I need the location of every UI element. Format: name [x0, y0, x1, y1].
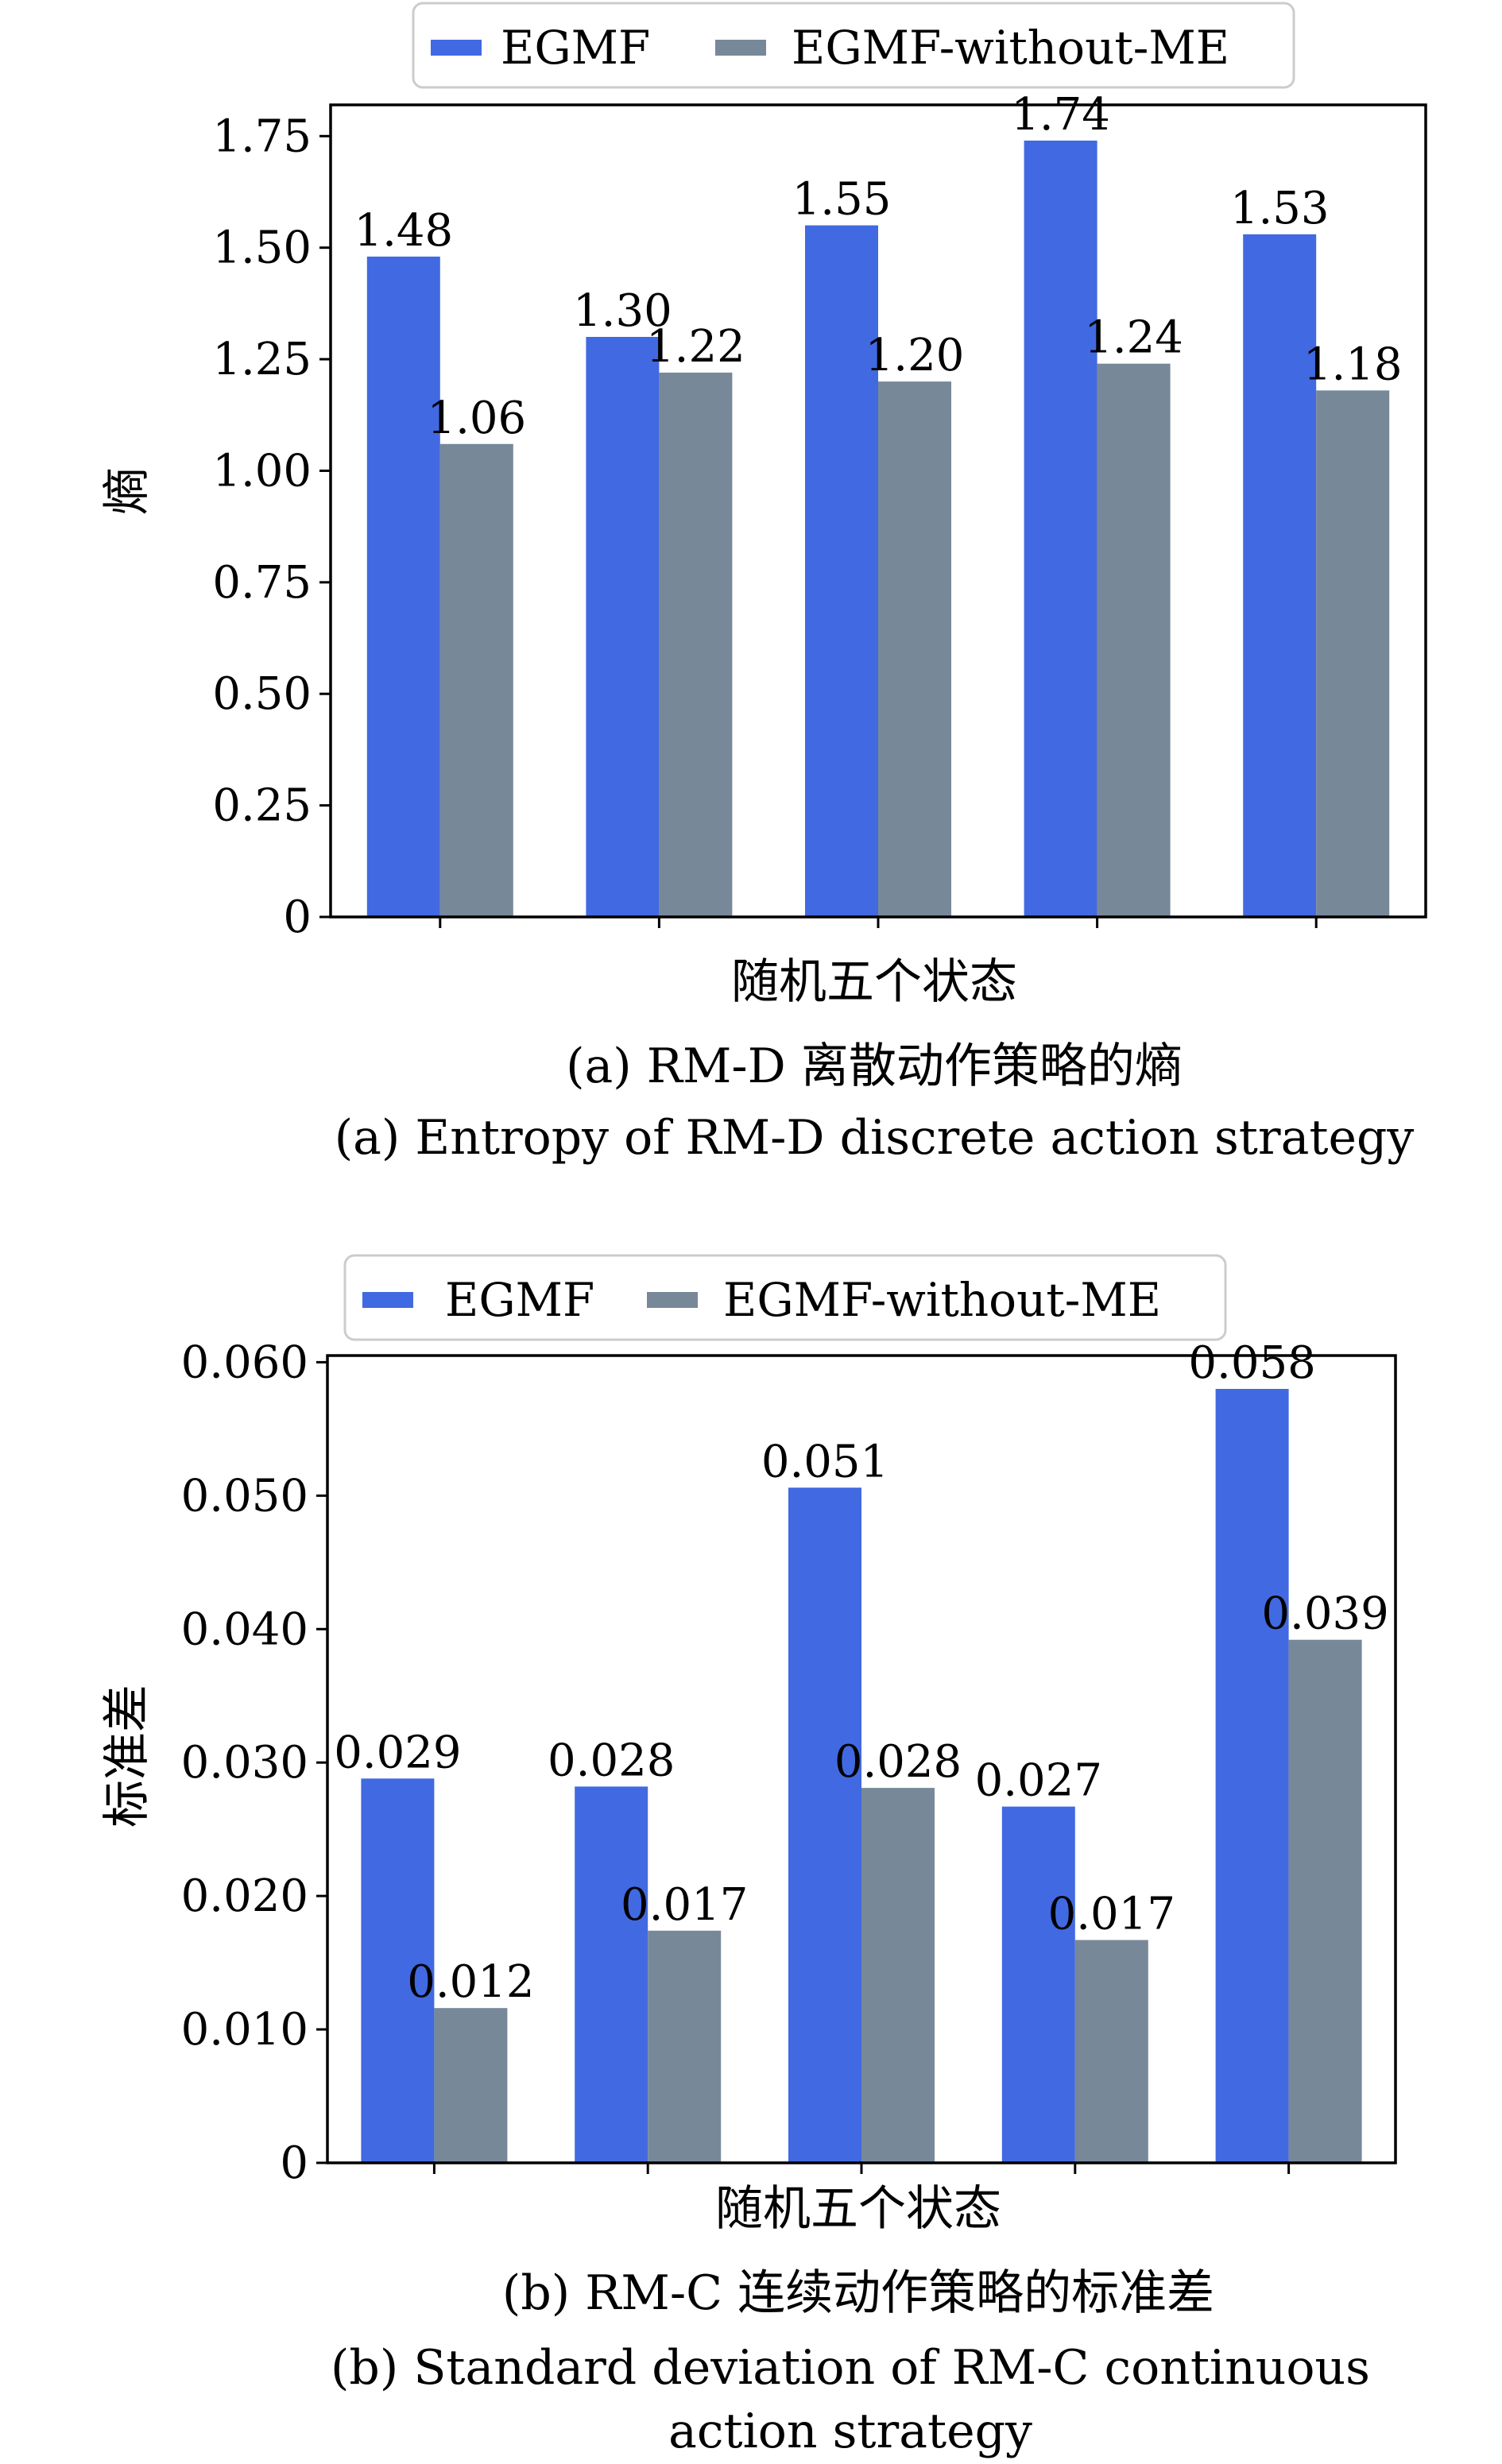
data-label: 0.012	[407, 1956, 534, 2008]
axes-frame	[326, 1354, 1397, 2164]
caption-cn-a: (a) RM-D 离散动作策略的熵	[566, 1039, 1183, 1094]
bar-egmf-without-me	[439, 443, 513, 917]
y-tick-label: 0	[280, 2137, 308, 2189]
data-label: 1.74	[1011, 89, 1110, 141]
bar-egmf	[1243, 234, 1317, 917]
bar-egmf-without-me	[1074, 1940, 1148, 2163]
bar-egmf-without-me	[861, 1788, 935, 2163]
legend-label-egmf: EGMF	[445, 1273, 594, 1327]
caption-en-b-line1: (b) Standard deviation of RM-C continuou…	[331, 2340, 1370, 2396]
legend-swatch-egmf	[431, 40, 482, 56]
chart-a: EGMF EGMF-without-ME 0 0.25 0.50 0.75 1.00 1.…	[99, 2, 1427, 1166]
caption-cn-b: (b) RM-C 连续动作策略的标准差	[502, 2265, 1214, 2321]
data-label: 0.017	[1048, 1889, 1175, 1940]
chart-b: EGMF EGMF-without-ME 0 0.010 0.020 0.030 0.0…	[99, 1254, 1397, 2459]
legend-swatch-egmf-without-me	[647, 1292, 698, 1308]
data-label: 0.058	[1188, 1337, 1315, 1389]
plot-area-a: 0 0.25 0.50 0.75 1.00 1.25 1.50 1.75 1.48 1.30 1.5…	[212, 89, 1427, 943]
data-label: 1.55	[792, 174, 892, 226]
bar-egmf	[805, 225, 878, 918]
data-label: 0.017	[621, 1879, 748, 1931]
y-axis-title-b: 标准差	[99, 1685, 155, 1828]
bar-egmf	[575, 1786, 648, 2163]
legend-a: EGMF EGMF-without-ME	[412, 2, 1295, 89]
y-tick-label: 1.50	[212, 222, 312, 274]
data-label: 1.53	[1230, 183, 1330, 234]
data-label: 1.22	[646, 321, 745, 373]
y-tick-label: 0.75	[212, 557, 312, 609]
bar-egmf	[366, 256, 440, 917]
bar-egmf	[361, 1778, 435, 2163]
bar-egmf	[1215, 1388, 1289, 2163]
data-label: 1.18	[1303, 338, 1403, 390]
y-tick-label: 0.020	[181, 1870, 308, 1922]
plot-area-b: 0 0.010 0.020 0.030 0.040 0.050 0.060 0.029 0.02…	[181, 1336, 1397, 2189]
data-label: 1.24	[1084, 312, 1183, 364]
y-tick-label: 1.75	[212, 110, 312, 162]
y-tick-label: 0.050	[181, 1470, 308, 1522]
data-label: 1.48	[354, 205, 453, 257]
bar-egmf-without-me	[1097, 363, 1171, 917]
data-label: 0.029	[334, 1727, 461, 1778]
legend-label-egmf-without-me: EGMF-without-ME	[792, 21, 1229, 75]
y-tick-label: 0.040	[181, 1603, 308, 1655]
data-label: 0.027	[975, 1755, 1102, 1807]
data-label: 0.028	[834, 1736, 962, 1788]
data-label: 0.039	[1261, 1588, 1388, 1640]
legend-swatch-egmf-without-me	[715, 40, 766, 56]
legend-label-egmf-without-me: EGMF-without-ME	[723, 1273, 1161, 1327]
y-tick-label: 1.00	[212, 445, 312, 497]
caption-en-a: (a) Entropy of RM-D discrete action stra…	[335, 1110, 1415, 1166]
y-tick-label: 0.25	[212, 780, 312, 832]
bar-egmf	[1001, 1806, 1075, 2163]
y-tick-label: 0.010	[181, 2004, 308, 2056]
data-label: 0.051	[761, 1436, 888, 1487]
legend-swatch-egmf	[362, 1292, 413, 1308]
bar-egmf-without-me	[1288, 1639, 1362, 2163]
legend-b: EGMF EGMF-without-ME	[343, 1254, 1227, 1341]
legend-frame	[343, 1254, 1227, 1341]
bar-egmf-without-me	[1316, 390, 1390, 917]
data-label: 1.20	[865, 330, 965, 381]
y-tick-label: 0.50	[212, 668, 312, 720]
bar-egmf	[1024, 140, 1097, 917]
y-tick-label: 0.030	[181, 1737, 308, 1789]
axes-frame	[329, 103, 1427, 919]
bar-egmf-without-me	[878, 381, 951, 918]
y-tick-label: 0	[283, 892, 312, 943]
bar-egmf-without-me	[434, 2008, 508, 2163]
x-axis-title-b: 随机五个状态	[715, 2181, 1001, 2237]
data-label: 1.30	[573, 285, 672, 337]
x-axis-title-a: 随机五个状态	[731, 954, 1017, 1010]
legend-frame	[412, 2, 1295, 89]
y-tick-label: 0.060	[181, 1336, 308, 1388]
bar-egmf-without-me	[648, 1930, 722, 2163]
caption-en-b-line2: action strategy	[668, 2404, 1032, 2459]
bar-egmf	[788, 1487, 861, 2163]
legend-label-egmf: EGMF	[501, 21, 650, 75]
bar-egmf	[586, 337, 660, 917]
bar-egmf-without-me	[659, 372, 733, 917]
data-label: 0.028	[548, 1735, 675, 1786]
y-tick-label: 1.25	[212, 334, 312, 385]
data-label: 1.06	[427, 393, 526, 444]
y-axis-title-a: 熵	[99, 467, 155, 515]
